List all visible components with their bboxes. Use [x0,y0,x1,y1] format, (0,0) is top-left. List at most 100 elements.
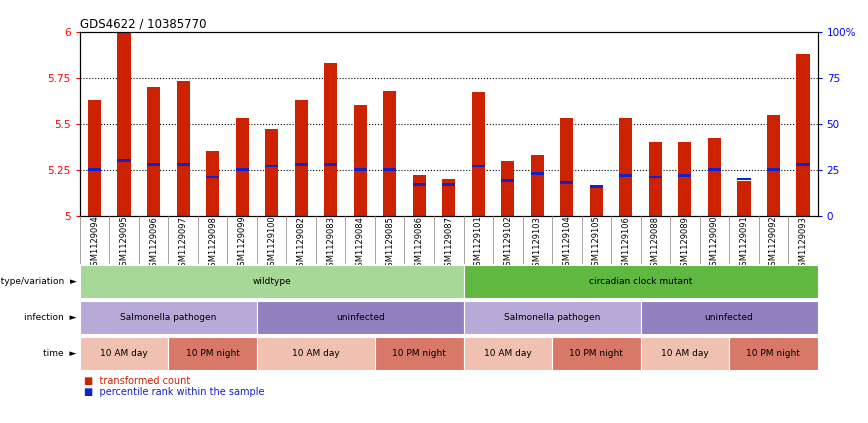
Bar [176,163,190,165]
Text: GSM1129099: GSM1129099 [238,216,247,272]
Bar [147,163,161,165]
Bar [168,337,257,370]
Bar [257,337,375,370]
Bar [353,168,367,171]
Bar [560,181,574,184]
Text: GSM1129088: GSM1129088 [651,216,660,272]
Text: genotype/variation  ►: genotype/variation ► [0,277,76,286]
Text: wildtype: wildtype [253,277,291,286]
Text: GSM1129087: GSM1129087 [444,216,453,272]
Text: 10 PM night: 10 PM night [392,349,446,358]
Text: GSM1129097: GSM1129097 [179,216,187,272]
Bar [294,100,308,216]
Text: GSM1129104: GSM1129104 [562,216,571,272]
Bar [147,87,161,216]
Bar [80,301,257,334]
Bar [80,265,464,298]
Bar [766,168,780,171]
Text: GSM1129100: GSM1129100 [267,216,276,272]
Text: 10 AM day: 10 AM day [661,349,709,358]
Bar [729,337,818,370]
Bar [589,188,603,216]
Text: GSM1129084: GSM1129084 [356,216,365,272]
Text: GSM1129098: GSM1129098 [208,216,217,272]
Bar [501,161,515,216]
Bar [530,155,544,216]
Text: GSM1129082: GSM1129082 [297,216,306,272]
Text: GSM1129093: GSM1129093 [799,216,807,272]
Bar [560,118,574,216]
Text: GSM1129091: GSM1129091 [740,216,748,272]
Bar [88,100,102,216]
Bar [176,81,190,216]
Text: GSM1129101: GSM1129101 [474,216,483,272]
Bar [206,176,220,179]
Bar [324,63,338,216]
Bar [464,301,641,334]
Bar [383,91,397,216]
Bar [265,129,279,216]
Bar [294,163,308,165]
Text: 10 PM night: 10 PM night [569,349,623,358]
Text: 10 AM day: 10 AM day [483,349,532,358]
Bar [235,168,249,171]
Bar [707,138,721,216]
Bar [442,179,456,216]
Bar [412,175,426,216]
Text: ■  percentile rank within the sample: ■ percentile rank within the sample [84,387,265,397]
Bar [678,174,692,177]
Bar [206,151,220,216]
Bar [471,165,485,168]
Text: 10 AM day: 10 AM day [292,349,340,358]
Text: Salmonella pathogen: Salmonella pathogen [503,313,601,322]
Text: GSM1129105: GSM1129105 [592,216,601,272]
Bar [324,163,338,165]
Text: GSM1129095: GSM1129095 [120,216,128,272]
Text: GSM1129083: GSM1129083 [326,216,335,272]
Bar [619,118,633,216]
Text: Salmonella pathogen: Salmonella pathogen [120,313,217,322]
Bar [641,301,818,334]
Bar [117,32,131,216]
Bar [737,178,751,180]
Bar [796,54,810,216]
Bar [464,265,818,298]
Bar [619,174,633,177]
Text: GSM1129085: GSM1129085 [385,216,394,272]
Text: GSM1129102: GSM1129102 [503,216,512,272]
Bar [471,93,485,216]
Bar [766,115,780,216]
Bar [501,179,515,182]
Bar [412,183,426,186]
Text: ■  transformed count: ■ transformed count [84,376,190,387]
Bar [707,168,721,171]
Bar [648,142,662,216]
Text: GSM1129096: GSM1129096 [149,216,158,272]
Bar [353,105,367,216]
Text: GSM1129094: GSM1129094 [90,216,99,272]
Bar [88,168,102,171]
Bar [265,165,279,168]
Text: GSM1129103: GSM1129103 [533,216,542,272]
Text: uninfected: uninfected [705,313,753,322]
Text: GSM1129089: GSM1129089 [681,216,689,272]
Text: GSM1129086: GSM1129086 [415,216,424,272]
Bar [641,337,729,370]
Bar [678,142,692,216]
Bar [375,337,464,370]
Bar [648,176,662,179]
Bar [257,301,464,334]
Text: uninfected: uninfected [336,313,385,322]
Text: 10 PM night: 10 PM night [186,349,240,358]
Bar [464,337,552,370]
Text: GDS4622 / 10385770: GDS4622 / 10385770 [80,18,207,30]
Bar [117,159,131,162]
Text: GSM1129090: GSM1129090 [710,216,719,272]
Text: GSM1129092: GSM1129092 [769,216,778,272]
Bar [589,185,603,188]
Bar [796,163,810,165]
Bar [235,118,249,216]
Text: time  ►: time ► [43,349,76,358]
Text: GSM1129106: GSM1129106 [621,216,630,272]
Text: infection  ►: infection ► [24,313,76,322]
